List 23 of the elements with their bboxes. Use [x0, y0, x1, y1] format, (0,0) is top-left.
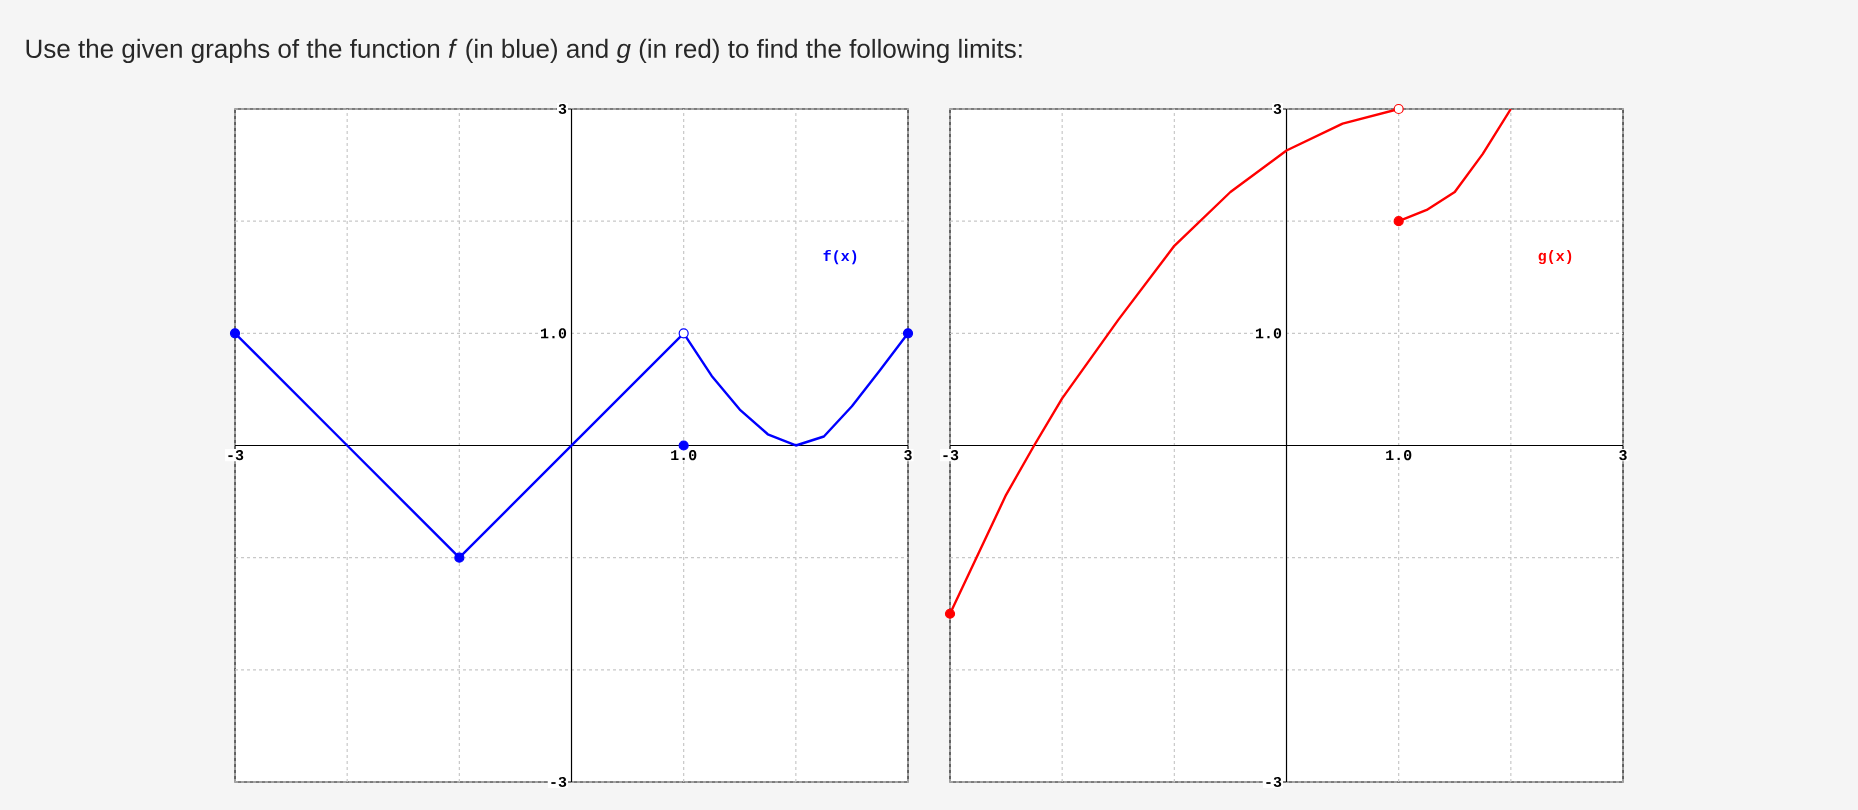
x-tick-label: 1.0 — [1386, 450, 1412, 461]
chart-title: Use the given graphs of the function f (in blue) and g (in red) to find the following limits: — [26, 38, 1022, 64]
point — [1393, 216, 1404, 227]
point — [678, 328, 689, 339]
point — [902, 328, 914, 339]
point — [1393, 103, 1404, 115]
point — [944, 608, 956, 619]
point — [678, 440, 689, 451]
y-tick-label: 1.0 — [540, 328, 567, 339]
y-tick-label: 3 — [1273, 103, 1282, 115]
x-tick-label: -3 — [228, 450, 244, 461]
text: f(x) — [823, 249, 857, 265]
y-tick-label: -3 — [1266, 776, 1282, 788]
y-tick-label: 3 — [558, 103, 567, 115]
y-tick-label: 1.0 — [1255, 328, 1282, 339]
x-tick-label: -3 — [943, 450, 959, 461]
x-tick-label: 3 — [1619, 450, 1627, 461]
point — [229, 328, 241, 339]
y-tick-label: -3 — [551, 776, 567, 788]
point — [454, 552, 465, 563]
text: g(x) — [1538, 250, 1572, 265]
x-tick-label: 3 — [904, 450, 912, 461]
x-tick-label: 1.0 — [671, 450, 697, 461]
